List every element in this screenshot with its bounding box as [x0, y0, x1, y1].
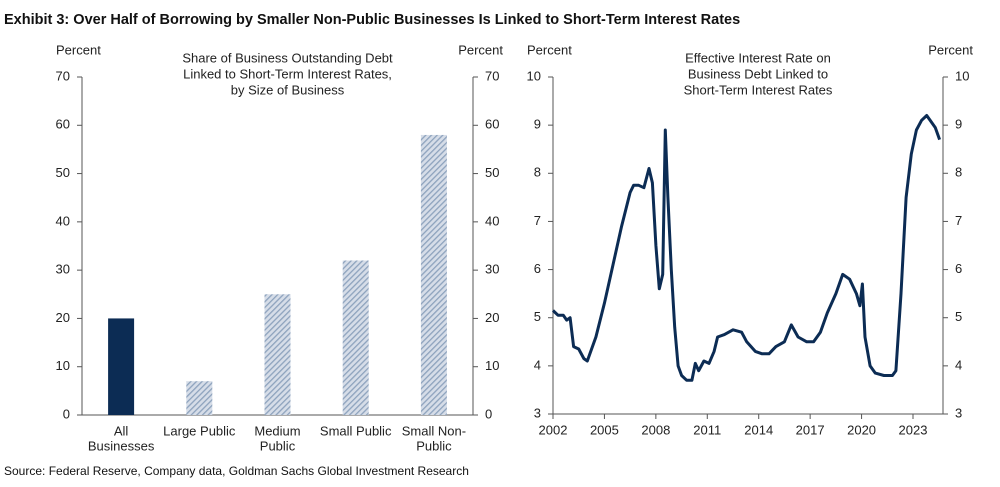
y2-tick-label: 10 [485, 358, 499, 373]
y2-tick-label: 6 [955, 261, 962, 276]
chart-title: Effective Interest Rate on [685, 50, 831, 65]
x-tick-label: 2005 [590, 422, 619, 437]
y-tick-label: 40 [56, 213, 70, 228]
x-tick-label: Businesses [88, 438, 155, 453]
x-tick-label: 2014 [744, 422, 773, 437]
y2-tick-label: 50 [485, 165, 499, 180]
chart-title: by Size of Business [231, 82, 345, 97]
y-tick-label: 3 [534, 405, 541, 420]
chart-title: Share of Business Outstanding Debt [182, 50, 393, 65]
y2-tick-label: 30 [485, 262, 499, 277]
y2-tick-label: 60 [485, 117, 499, 132]
y-axis-label: Percent [527, 42, 572, 57]
x-tick-label: Large Public [163, 423, 236, 438]
x-tick-label: 2020 [847, 422, 876, 437]
y2-tick-label: 4 [955, 357, 962, 372]
header: Exhibit 3: Over Half of Borrowing by Sma… [4, 12, 740, 28]
y2-axis-label: Percent [458, 42, 503, 57]
x-tick-label: Small Non- [402, 423, 466, 438]
y2-tick-label: 7 [955, 213, 962, 228]
bar [186, 381, 213, 415]
y-tick-label: 7 [534, 213, 541, 228]
chart-title: Linked to Short-Term Interest Rates, [183, 66, 392, 81]
x-tick-label: 2017 [796, 422, 825, 437]
x-tick-label: 2002 [539, 422, 568, 437]
y2-tick-label: 70 [485, 68, 499, 83]
chart-title: Business Debt Linked to [688, 66, 828, 81]
bar [342, 260, 369, 415]
y-tick-label: 5 [534, 309, 541, 324]
y-tick-label: 20 [56, 310, 70, 325]
y2-tick-label: 40 [485, 213, 499, 228]
line-series [551, 114, 942, 382]
y2-tick-label: 9 [955, 117, 962, 132]
source: Source: Federal Reserve, Company data, G… [4, 464, 469, 478]
y-tick-label: 10 [56, 358, 70, 373]
y2-tick-label: 3 [955, 405, 962, 420]
y-tick-label: 4 [534, 357, 541, 372]
x-tick-label: All [114, 423, 129, 438]
x-tick-label: 2011 [693, 422, 721, 437]
y2-tick-label: 10 [955, 68, 969, 83]
y-tick-label: 6 [534, 261, 541, 276]
y-tick-label: 50 [56, 165, 70, 180]
y-tick-label: 70 [56, 68, 70, 83]
y2-tick-label: 8 [955, 165, 962, 180]
chart-title: Short-Term Interest Rates [684, 82, 833, 97]
y-tick-label: 10 [527, 68, 541, 83]
x-tick-label: Public [416, 438, 452, 453]
y-tick-label: 8 [534, 165, 541, 180]
y-tick-label: 30 [56, 262, 70, 277]
bar [108, 318, 135, 415]
x-tick-label: Public [260, 438, 296, 453]
y-tick-label: 9 [534, 117, 541, 132]
x-tick-label: Small Public [320, 423, 392, 438]
x-tick-label: 2023 [899, 422, 928, 437]
y-axis-label: Percent [56, 42, 101, 57]
y2-tick-label: 5 [955, 309, 962, 324]
x-tick-label: 2008 [641, 422, 670, 437]
y-tick-label: 60 [56, 117, 70, 132]
bar [264, 294, 291, 415]
y-tick-label: 0 [63, 406, 70, 421]
x-tick-label: Medium [254, 423, 300, 438]
y2-tick-label: 0 [485, 406, 492, 421]
bar [420, 134, 447, 415]
y2-axis-label: Percent [928, 42, 973, 57]
y2-tick-label: 20 [485, 310, 499, 325]
